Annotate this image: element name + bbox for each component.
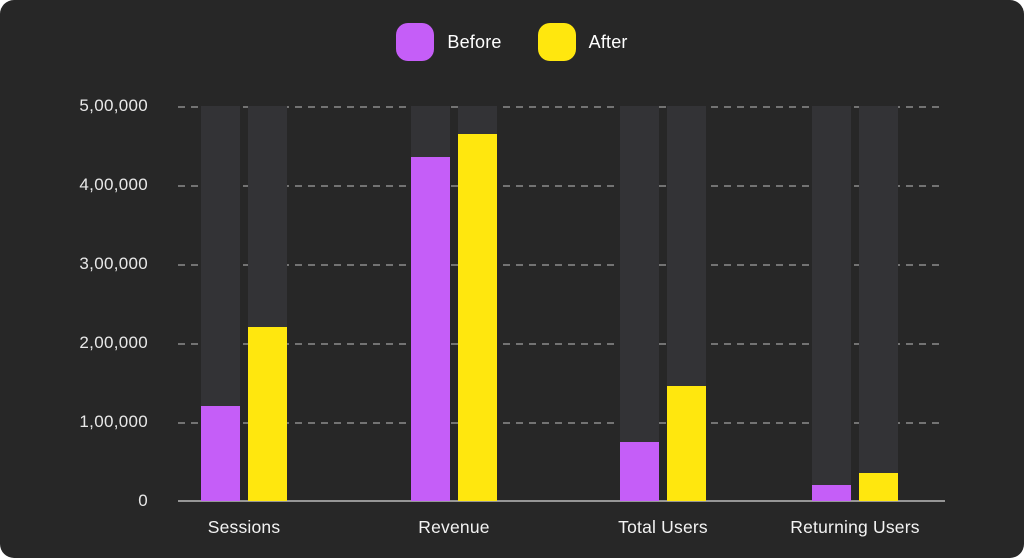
y-tick-label: 4,00,000 [79,175,148,194]
plot-area [178,106,945,502]
y-tick-label: 0 [138,491,148,510]
x-tick-label-revenue: Revenue [418,517,490,537]
gridline-300000 [178,264,945,266]
after-bar-returning-users [859,473,898,501]
gridline-100000 [178,422,945,424]
gridline-400000 [178,185,945,187]
y-tick-label: 3,00,000 [79,254,148,273]
after-swatch-icon [537,23,576,61]
x-tick-label-returning-users: Returning Users [790,517,920,537]
bar-track [248,106,287,501]
bar-track [201,106,240,501]
legend-item-after: After [537,23,628,61]
bar-track [859,106,898,501]
before-bar-returning-users [812,485,851,501]
after-bar-revenue [458,133,497,501]
before-bar-sessions [201,406,240,501]
bar-track [812,106,851,501]
gridline-500000 [178,106,945,108]
after-bar-sessions [248,327,287,501]
x-tick-label-total-users: Total Users [618,517,708,537]
y-tick-label: 5,00,000 [79,96,148,115]
legend-item-before: Before [396,23,501,61]
bar-group-total-users [620,106,706,501]
gridline-200000 [178,343,945,345]
y-tick-label: 2,00,000 [79,333,148,352]
bar-group-sessions [201,106,287,501]
x-axis-line [178,500,945,502]
y-tick-label: 1,00,000 [79,412,148,431]
legend-label-after: After [588,31,628,52]
bar-track [667,106,706,501]
bar-track [458,106,497,501]
bar-group-returning-users [812,106,898,501]
before-bar-revenue [411,157,450,501]
after-bar-total-users [667,386,706,501]
bar-track [620,106,659,501]
legend: Before After [0,23,1024,61]
bar-track [411,106,450,501]
x-tick-label-sessions: Sessions [207,517,281,537]
before-bar-total-users [620,441,659,501]
legend-label-before: Before [447,31,502,52]
before-swatch-icon [396,23,435,61]
bar-group-revenue [411,106,497,501]
